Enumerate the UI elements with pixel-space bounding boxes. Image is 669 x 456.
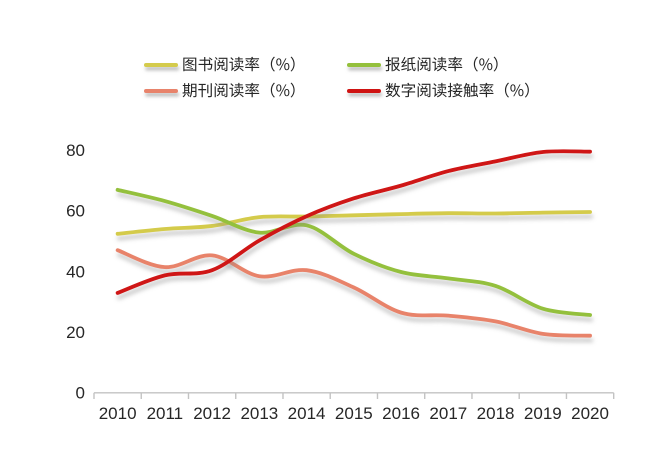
legend-label-periodical: 期刊阅读率（%）	[182, 79, 306, 101]
legend-marker-book	[144, 62, 178, 67]
legend-label-newspaper: 报纸阅读率（%）	[385, 53, 509, 75]
x-axis-label: 2014	[288, 404, 326, 423]
legend-item-book: 图书阅读率（%）	[144, 53, 306, 75]
series-line-periodical	[115, 248, 592, 338]
y-axis-label: 20	[66, 323, 85, 342]
legend-item-periodical: 期刊阅读率（%）	[144, 79, 306, 101]
series-line-digital	[115, 149, 592, 295]
series-layer	[115, 149, 592, 338]
y-axis-label: 80	[66, 141, 85, 160]
series-line-newspaper	[115, 187, 592, 317]
legend-item-newspaper: 报纸阅读率（%）	[347, 53, 509, 75]
legend-label-digital: 数字阅读接触率（%）	[385, 79, 540, 101]
x-axis-label: 2018	[477, 404, 515, 423]
x-axis-label: 2019	[524, 404, 562, 423]
y-axis-label: 60	[66, 202, 85, 221]
legend-item-digital: 数字阅读接触率（%）	[347, 79, 540, 101]
y-axis-label: 0	[76, 384, 85, 403]
x-axis-label: 2017	[429, 404, 467, 423]
legend-label-book: 图书阅读率（%）	[182, 53, 306, 75]
legend-marker-digital	[347, 88, 381, 93]
series-line-book	[115, 210, 592, 236]
legend-marker-newspaper	[347, 62, 381, 67]
x-axis-label: 2015	[335, 404, 373, 423]
x-axis-label: 2013	[240, 404, 278, 423]
y-axis-label: 40	[66, 262, 85, 281]
x-axis-label: 2012	[193, 404, 231, 423]
x-axis-label: 2020	[571, 404, 609, 423]
x-axis-label: 2010	[99, 404, 137, 423]
legend-marker-periodical	[144, 88, 178, 93]
x-axis-label: 2011	[147, 404, 184, 423]
axis-layer: 2010 2011 2012 2013 2014 2015 2016 2017 2018 2019…	[66, 141, 615, 423]
x-axis-label: 2016	[382, 404, 420, 423]
